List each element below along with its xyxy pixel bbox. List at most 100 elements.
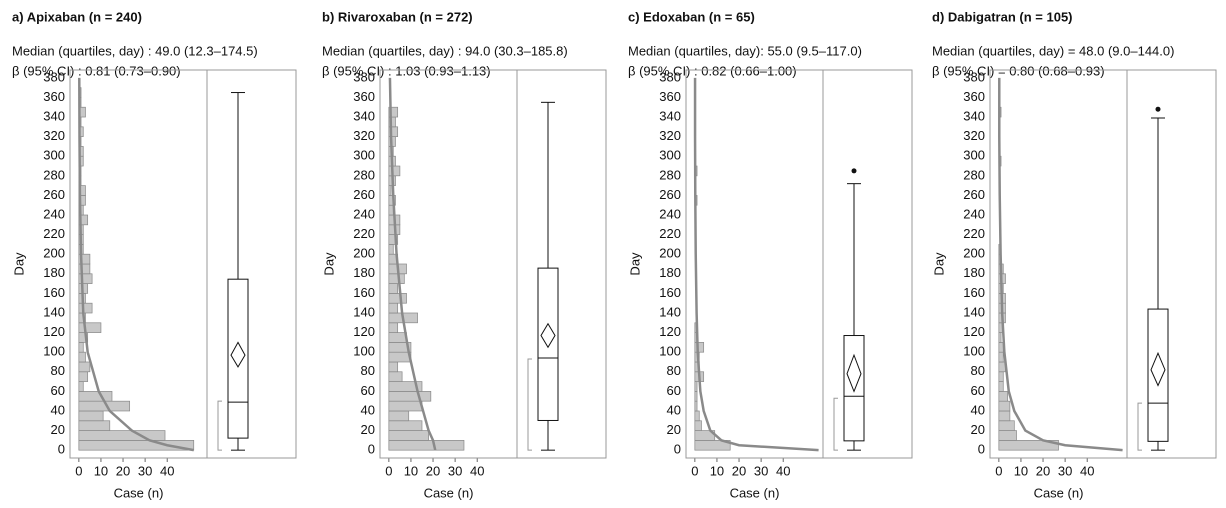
histogram-bar (388, 302, 399, 314)
mean-diamond (230, 341, 246, 368)
y-tick-label: 120 (659, 324, 681, 339)
y-tick-label: 380 (43, 69, 65, 84)
panel-subtitle: β (95% CI) = 0.80 (0.68–0.93) (932, 63, 1105, 78)
histogram-bar (78, 381, 84, 392)
histogram-bar (78, 302, 93, 314)
shortest-half (527, 358, 532, 451)
histogram-bar (694, 400, 698, 412)
mean-diamond (1150, 351, 1166, 387)
y-tick-label: 200 (43, 246, 65, 261)
histogram-bar (998, 351, 1004, 363)
y-tick-label: 340 (963, 108, 985, 123)
panel-subtitle: β (95% CI) : 1.03 (0.93–1.13) (322, 63, 491, 78)
y-tick-label: 180 (963, 265, 985, 280)
x-tick-label: 30 (754, 463, 768, 478)
y-tick-label: 120 (963, 324, 985, 339)
fit-curve (998, 77, 1123, 452)
y-tick-label: 300 (353, 148, 375, 163)
mean-diamond (540, 322, 556, 349)
y-tick-label: 0 (978, 442, 985, 457)
box (843, 335, 865, 442)
y-tick-label: 60 (51, 383, 65, 398)
y-tick-label: 100 (659, 344, 681, 359)
panel: b) Rivaroxaban (n = 272) Median (quartile… (321, 9, 607, 500)
histogram-bar (388, 361, 399, 373)
y-tick-label: 80 (667, 363, 681, 378)
histogram-bar (998, 430, 1017, 441)
box (1147, 308, 1169, 442)
x-tick-label: 10 (94, 463, 108, 478)
box-frame (516, 69, 607, 459)
y-tick-label: 360 (43, 89, 65, 104)
y-tick-label: 320 (353, 128, 375, 143)
y-tick-label: 260 (43, 187, 65, 202)
y-tick-label: 300 (43, 148, 65, 163)
outlier (1155, 106, 1161, 112)
histogram-bar (998, 410, 1011, 422)
y-tick-label: 240 (43, 206, 65, 221)
y-tick-label: 380 (353, 69, 375, 84)
panel-subtitle: β (95% CI) : 0.82 (0.66–1.00) (628, 63, 797, 78)
box-frame (1126, 69, 1217, 459)
histogram-bar (388, 332, 407, 343)
x-axis-label: Case (n) (1034, 485, 1084, 500)
x-tick-label: 40 (1080, 463, 1094, 478)
y-tick-label: 120 (353, 324, 375, 339)
y-axis-label: Day (11, 252, 26, 276)
mean-diamond (846, 353, 862, 393)
y-tick-label: 140 (659, 304, 681, 319)
histogram-bar (388, 185, 392, 196)
box-frame (206, 69, 297, 459)
histogram-bar (694, 342, 705, 353)
y-tick-label: 140 (353, 304, 375, 319)
y-tick-label: 40 (51, 402, 65, 417)
x-tick-label: 30 (448, 463, 462, 478)
y-tick-label: 180 (659, 265, 681, 280)
y-tick-label: 0 (674, 442, 681, 457)
y-tick-label: 80 (51, 363, 65, 378)
histogram-bar (388, 283, 399, 294)
x-tick-label: 40 (470, 463, 484, 478)
histogram-bar (78, 420, 111, 431)
histogram-bar (78, 410, 104, 422)
y-tick-label: 40 (361, 402, 375, 417)
histogram-bar (998, 332, 1002, 343)
shortest-half (217, 400, 222, 451)
y-tick-label: 360 (659, 89, 681, 104)
fit-curve (388, 77, 437, 451)
histogram-bar (388, 430, 429, 441)
fit-curve (78, 77, 194, 452)
x-tick-label: 20 (732, 463, 746, 478)
histogram-bar (78, 361, 91, 373)
box (537, 267, 559, 421)
box-frame (822, 69, 913, 459)
histogram-bar (388, 440, 465, 451)
histogram-bar (998, 342, 1004, 353)
y-tick-label: 240 (963, 206, 985, 221)
y-tick-label: 60 (971, 383, 985, 398)
y-axis-label: Day (321, 252, 336, 276)
histogram-bar (78, 430, 166, 441)
panel: d) Dabigatran (n = 105) Median (quartiles… (931, 9, 1217, 500)
y-axis-label: Day (627, 252, 642, 276)
y-tick-label: 240 (353, 206, 375, 221)
y-tick-label: 20 (667, 422, 681, 437)
panel-title: a) Apixaban (n = 240) (12, 9, 142, 24)
panel: c) Edoxaban (n = 65) Median (quartiles, d… (627, 9, 913, 500)
y-tick-label: 240 (659, 206, 681, 221)
y-tick-label: 360 (963, 89, 985, 104)
y-tick-label: 380 (659, 69, 681, 84)
histogram-bar (78, 351, 86, 363)
shortest-half (833, 397, 838, 451)
histogram-bar (998, 440, 1059, 451)
histogram-bar (388, 293, 407, 304)
y-tick-label: 260 (659, 187, 681, 202)
histogram-bar (388, 391, 432, 402)
y-tick-label: 0 (368, 442, 375, 457)
x-tick-label: 10 (1014, 463, 1028, 478)
x-tick-label: 20 (1036, 463, 1050, 478)
x-tick-label: 20 (426, 463, 440, 478)
y-tick-label: 20 (361, 422, 375, 437)
y-tick-label: 260 (353, 187, 375, 202)
